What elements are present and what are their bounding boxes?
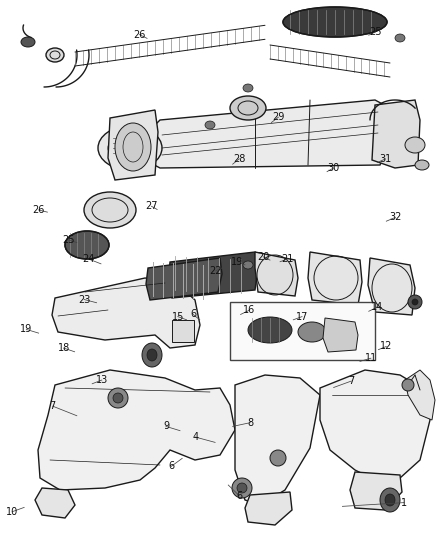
Text: 15: 15 (171, 312, 184, 321)
Polygon shape (367, 258, 414, 315)
Text: 11: 11 (364, 353, 376, 363)
Text: 24: 24 (82, 254, 95, 264)
Ellipse shape (113, 393, 123, 403)
Text: 7: 7 (49, 401, 56, 411)
Text: 6: 6 (168, 462, 174, 471)
Polygon shape (108, 110, 158, 180)
Bar (230, 302, 374, 360)
Bar (172, 320, 194, 342)
Ellipse shape (243, 261, 252, 269)
Text: 26: 26 (133, 30, 145, 39)
Text: 1: 1 (400, 498, 406, 507)
Ellipse shape (401, 379, 413, 391)
Text: 17: 17 (295, 312, 307, 321)
Ellipse shape (147, 349, 157, 361)
Ellipse shape (411, 299, 417, 305)
Polygon shape (234, 375, 319, 505)
Polygon shape (404, 370, 434, 420)
Ellipse shape (108, 388, 128, 408)
Ellipse shape (243, 84, 252, 92)
Ellipse shape (65, 231, 109, 259)
Text: 25: 25 (368, 27, 381, 37)
Text: 12: 12 (379, 342, 392, 351)
Text: 19: 19 (230, 257, 243, 266)
Polygon shape (254, 252, 297, 296)
Text: 29: 29 (272, 112, 284, 122)
Text: 25: 25 (62, 235, 74, 245)
Ellipse shape (247, 317, 291, 343)
Ellipse shape (394, 34, 404, 42)
Ellipse shape (115, 123, 151, 171)
Polygon shape (244, 492, 291, 525)
Ellipse shape (231, 478, 251, 498)
Polygon shape (168, 252, 258, 298)
Ellipse shape (283, 7, 386, 37)
Text: 21: 21 (281, 254, 293, 264)
Polygon shape (349, 472, 401, 510)
Text: 26: 26 (32, 205, 45, 215)
Ellipse shape (237, 483, 247, 493)
Ellipse shape (407, 295, 421, 309)
Ellipse shape (84, 192, 136, 228)
Text: 16: 16 (243, 305, 255, 315)
Text: 20: 20 (257, 252, 269, 262)
Text: 6: 6 (236, 491, 242, 500)
Ellipse shape (379, 488, 399, 512)
Ellipse shape (297, 322, 325, 342)
Text: 7: 7 (347, 376, 353, 386)
Polygon shape (145, 100, 389, 168)
Text: 9: 9 (162, 422, 169, 431)
Polygon shape (38, 370, 234, 490)
Text: 4: 4 (192, 432, 198, 442)
Text: 18: 18 (57, 343, 70, 353)
Ellipse shape (205, 121, 215, 129)
Ellipse shape (230, 96, 265, 120)
Text: 28: 28 (233, 154, 245, 164)
Polygon shape (307, 252, 361, 305)
Text: 19: 19 (20, 325, 32, 334)
Polygon shape (52, 278, 200, 348)
Text: 14: 14 (371, 302, 383, 312)
Text: 31: 31 (378, 154, 391, 164)
Text: 23: 23 (78, 295, 90, 304)
Text: 32: 32 (388, 213, 400, 222)
Polygon shape (322, 318, 357, 352)
Text: 22: 22 (209, 266, 222, 276)
Ellipse shape (414, 160, 428, 170)
Text: 13: 13 (95, 375, 108, 385)
Polygon shape (35, 488, 75, 518)
Polygon shape (371, 100, 419, 168)
Ellipse shape (46, 48, 64, 62)
Polygon shape (319, 370, 429, 480)
Ellipse shape (21, 37, 35, 47)
Ellipse shape (404, 137, 424, 153)
Polygon shape (146, 258, 222, 300)
Text: 30: 30 (327, 163, 339, 173)
Text: 6: 6 (190, 310, 196, 319)
Ellipse shape (384, 494, 394, 506)
Ellipse shape (98, 126, 162, 170)
Ellipse shape (141, 343, 162, 367)
Text: 10: 10 (6, 507, 18, 516)
Text: 8: 8 (247, 418, 253, 427)
Text: 27: 27 (145, 201, 157, 211)
Ellipse shape (269, 450, 285, 466)
